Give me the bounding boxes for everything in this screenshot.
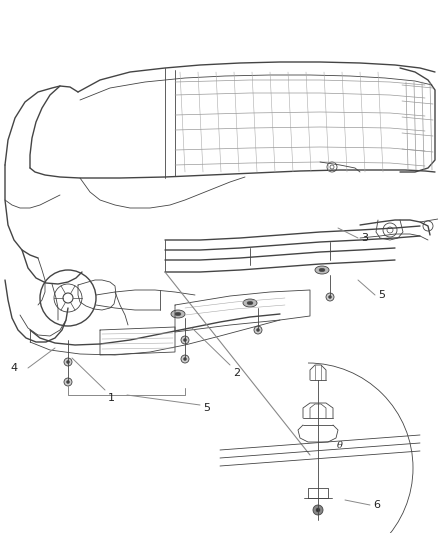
Ellipse shape	[243, 299, 257, 307]
Circle shape	[326, 293, 334, 301]
Text: 1: 1	[108, 393, 115, 403]
Text: 3: 3	[361, 233, 368, 243]
Text: 4: 4	[10, 363, 17, 373]
Text: 6: 6	[373, 500, 380, 510]
Circle shape	[254, 326, 262, 334]
Text: 5: 5	[378, 290, 385, 300]
Circle shape	[64, 358, 72, 366]
Text: 2: 2	[233, 368, 240, 378]
Ellipse shape	[247, 301, 253, 305]
Circle shape	[67, 381, 70, 384]
Circle shape	[184, 338, 187, 342]
Text: θ: θ	[337, 440, 343, 449]
Circle shape	[64, 378, 72, 386]
Circle shape	[316, 508, 320, 512]
Ellipse shape	[171, 310, 185, 318]
Circle shape	[67, 360, 70, 364]
Circle shape	[328, 295, 332, 298]
Circle shape	[313, 505, 323, 515]
Ellipse shape	[319, 268, 325, 272]
Ellipse shape	[315, 266, 329, 274]
Circle shape	[181, 336, 189, 344]
Ellipse shape	[175, 312, 181, 316]
Circle shape	[257, 328, 259, 332]
Text: 5: 5	[203, 403, 210, 413]
Circle shape	[181, 355, 189, 363]
Circle shape	[184, 358, 187, 360]
